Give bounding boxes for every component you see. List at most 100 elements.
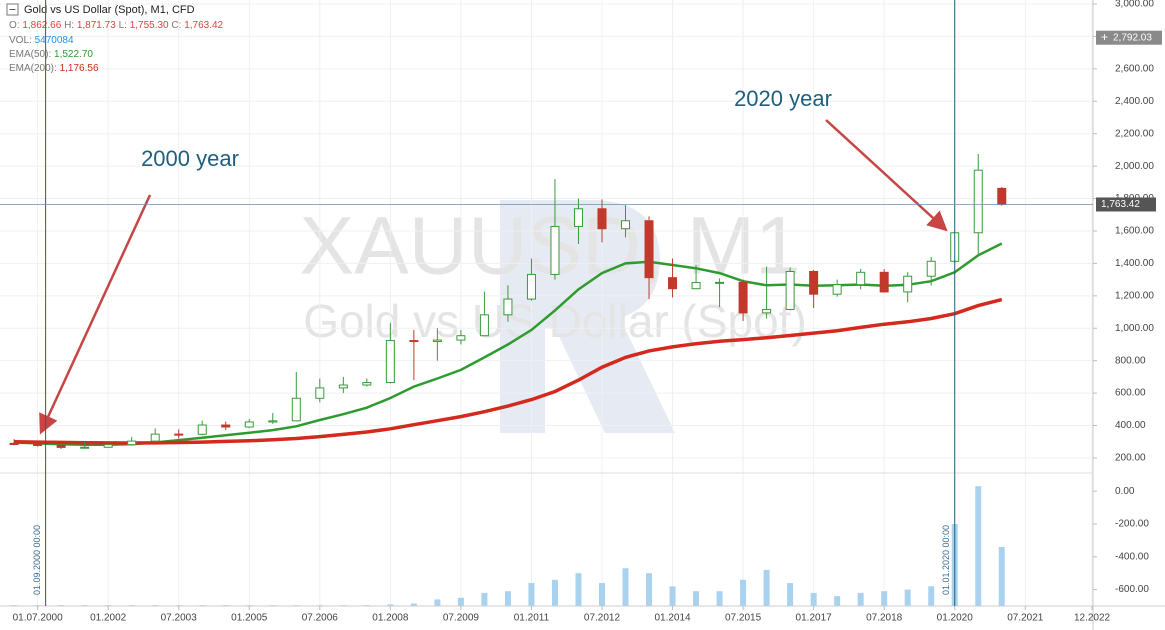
candle-body xyxy=(268,420,278,423)
candle-body xyxy=(174,433,184,436)
crosshair-plus: + xyxy=(1101,30,1108,44)
legend-label: L: xyxy=(119,20,127,31)
y-tick-label: 1,600.00 xyxy=(1115,226,1154,237)
x-tick-label: 12.2022 xyxy=(1074,613,1111,624)
legend-value: 5470084 xyxy=(35,35,74,46)
volume-bar xyxy=(857,592,864,606)
volume-bar xyxy=(834,596,841,606)
candle-body xyxy=(597,208,607,230)
candle-body xyxy=(785,271,795,310)
x-tick-label: 07.2012 xyxy=(584,613,621,624)
y-tick-label: -200.00 xyxy=(1115,519,1149,530)
legend-value: 1,763.42 xyxy=(184,20,223,31)
candle-body xyxy=(127,440,137,446)
volume-bar xyxy=(787,583,794,606)
vertical-marker-label: 01.09.2000 00:00 xyxy=(32,525,42,595)
ema-line xyxy=(14,297,1003,445)
ohlc-legend: O: 1,862.66 H: 1,871.73 L: 1,755.30 C: 1… xyxy=(9,20,224,31)
volume-bar xyxy=(457,597,464,606)
legend-value: 1,176.56 xyxy=(60,63,99,74)
x-tick-label: 07.2003 xyxy=(161,613,198,624)
candle-body xyxy=(244,421,254,428)
volume-bar xyxy=(434,599,441,606)
volume-bar xyxy=(693,591,700,606)
candle-body xyxy=(832,284,842,295)
legend-label: VOL: xyxy=(9,35,32,46)
volume-bar xyxy=(716,591,723,606)
x-tick-label: 01.2002 xyxy=(90,613,127,624)
x-tick-label: 07.2009 xyxy=(443,613,480,624)
y-tick-label: 1,200.00 xyxy=(1115,290,1154,301)
candle-body xyxy=(503,298,513,316)
annotation-arrows: 2000 year 2020 year xyxy=(39,86,948,435)
legend-label: EMA(50): xyxy=(9,49,51,60)
candle-body xyxy=(315,387,325,399)
last-price-box xyxy=(1096,197,1156,212)
volume-bar xyxy=(810,592,817,606)
title-part: CFD xyxy=(172,4,195,16)
volume-bar xyxy=(551,579,558,606)
volume-bar xyxy=(622,568,629,606)
candle-body xyxy=(879,271,889,293)
legend-label: O: xyxy=(9,20,20,31)
y-tick-label: 2,200.00 xyxy=(1115,128,1154,139)
candle-body xyxy=(362,382,372,386)
legend-value: 1,871.73 xyxy=(77,20,116,31)
candle-body xyxy=(409,340,419,343)
x-tick-label: 07.2006 xyxy=(302,613,339,624)
candle-body xyxy=(715,281,725,284)
crosshair-box xyxy=(1096,30,1162,45)
ema-legend: EMA(50): 1,522.70 xyxy=(9,49,93,60)
annotation: 2000 year xyxy=(141,146,239,171)
y-tick-label: 400.00 xyxy=(1115,420,1146,431)
candle-body xyxy=(456,335,466,341)
y-tick-label: 1,000.00 xyxy=(1115,323,1154,334)
candle-body xyxy=(9,442,19,445)
x-tick-label: 01.2005 xyxy=(231,613,268,624)
candle-body xyxy=(432,339,442,343)
last-price-label: 1,763.42 xyxy=(1101,199,1140,210)
candle-body xyxy=(621,220,631,230)
vertical-marker-label: 01.01.2020 00:00 xyxy=(941,525,951,595)
candle-body xyxy=(103,444,113,448)
candle-body xyxy=(197,424,207,435)
legend-value: 1,862.66 xyxy=(22,20,61,31)
y-tick-label: 3,000.00 xyxy=(1115,0,1154,10)
legend-label: EMA(200): xyxy=(9,63,57,74)
candle-body xyxy=(903,275,913,293)
candle-body xyxy=(691,282,701,290)
legend-label: H: xyxy=(64,20,74,31)
candle-body xyxy=(762,308,772,314)
candle-body xyxy=(56,444,66,448)
title-part: Gold vs US Dollar (Spot), xyxy=(24,4,147,16)
x-tick-label: 01.2011 xyxy=(514,613,550,624)
volume-bar xyxy=(763,569,770,606)
volume-bar xyxy=(975,486,982,606)
y-tick-label: 800.00 xyxy=(1115,355,1146,366)
candle-body xyxy=(291,397,301,422)
x-tick-label: 01.2017 xyxy=(796,613,833,624)
volume-bar xyxy=(575,573,582,606)
volume-bar xyxy=(646,573,653,606)
y-tick-label: 1,400.00 xyxy=(1115,258,1154,269)
y-tick-label: 2,400.00 xyxy=(1115,96,1154,107)
volume-bar xyxy=(410,603,417,606)
candle-body xyxy=(997,187,1007,205)
candle-body xyxy=(809,271,819,295)
candle-body xyxy=(856,271,866,286)
y-tick-label: 2,000.00 xyxy=(1115,161,1154,172)
arrow-2000 xyxy=(39,194,152,435)
volume-bar xyxy=(928,586,935,606)
candle-body xyxy=(573,208,583,227)
candle-body xyxy=(926,260,936,277)
chart-title: Gold vs US Dollar (Spot), M1, CFD xyxy=(24,4,195,16)
watermark-name: Gold vs US Dollar (Spot) xyxy=(303,295,807,347)
arrow-2020 xyxy=(825,119,948,232)
crosshair-label: 2,792.03 xyxy=(1113,32,1152,43)
volume-bar xyxy=(387,604,394,606)
candle-body xyxy=(526,273,536,300)
x-tick-label: 01.2020 xyxy=(937,613,974,624)
ema-legend: EMA(200): 1,176.56 xyxy=(9,63,99,74)
x-tick-label: 07.2018 xyxy=(866,613,903,624)
